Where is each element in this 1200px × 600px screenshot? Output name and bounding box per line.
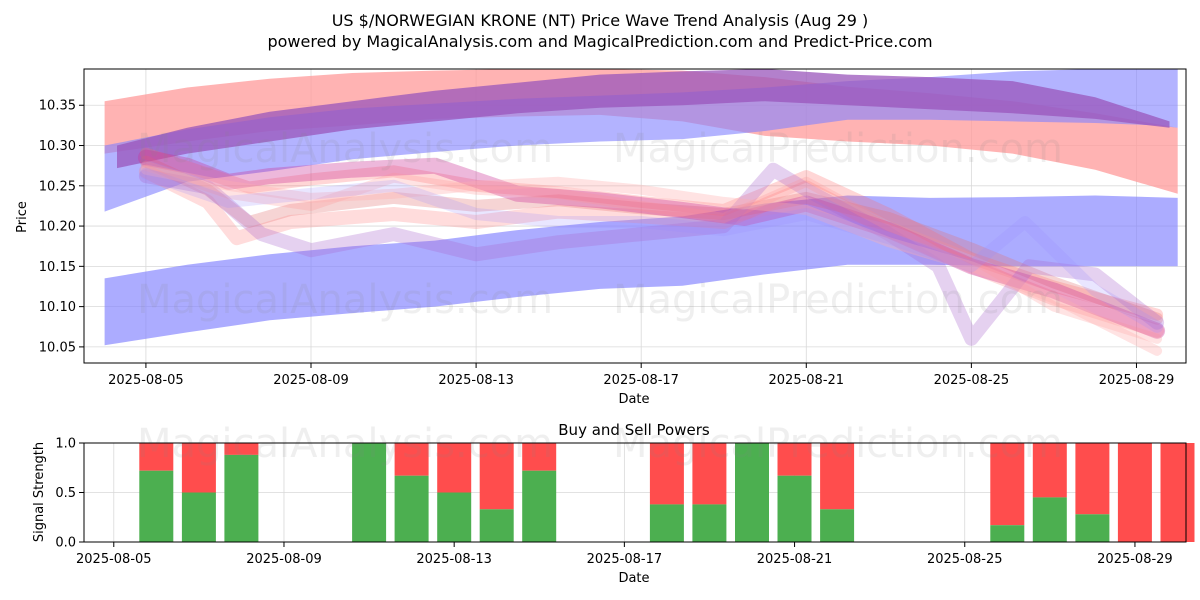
sell-power-bar xyxy=(1117,443,1152,542)
sell-power-bar xyxy=(990,443,1025,526)
buy-power-bar xyxy=(990,525,1025,542)
signal-y-axis-label: Signal Strength xyxy=(32,442,47,542)
chart-subtitle: powered by MagicalAnalysis.com and Magic… xyxy=(267,32,932,51)
sell-power-bar xyxy=(820,443,855,510)
signal-y-tick-label: 1.0 xyxy=(55,437,76,452)
price-x-axis-label: Date xyxy=(618,392,649,407)
watermark-bottom-left: MagicalAnalysis.com xyxy=(137,421,553,467)
buy-power-bar xyxy=(1075,514,1110,542)
buy-power-bar xyxy=(139,470,174,542)
buy-power-bar xyxy=(820,509,855,542)
signal-x-tick-label: 2025-08-25 xyxy=(927,552,1003,567)
signal-x-tick-label: 2025-08-21 xyxy=(757,552,833,567)
sell-power-bar xyxy=(139,443,174,471)
sell-power-bar xyxy=(181,443,216,493)
price-y-axis-label: Price xyxy=(15,201,30,233)
price-y-tick-label: 10.10 xyxy=(39,300,76,315)
watermark-bottom-right: MagicalPrediction.com xyxy=(613,421,1063,467)
signal-y-tick-label: 0.5 xyxy=(55,486,76,501)
buy-power-bar xyxy=(735,443,769,542)
buy-power-bar xyxy=(224,454,259,542)
watermark-mid-left: MagicalAnalysis.com xyxy=(137,277,553,323)
price-plot-frame xyxy=(83,68,1187,364)
purple-upper-wave-band xyxy=(117,69,1170,169)
blue-lower-wave-band xyxy=(104,195,1178,346)
sell-power-bar xyxy=(479,443,514,510)
price-x-tick-label: 2025-08-21 xyxy=(769,373,845,388)
sell-power-bar xyxy=(522,443,557,471)
price-y-tick-label: 10.05 xyxy=(39,340,76,355)
price-x-tick-label: 2025-08-25 xyxy=(934,373,1010,388)
signal-y-tick-label: 0.0 xyxy=(55,536,76,551)
price-waves xyxy=(137,147,1166,356)
price-y-tick-label: 10.30 xyxy=(39,139,76,154)
price-wave-line xyxy=(138,162,1165,346)
price-wave-line xyxy=(139,147,1164,321)
buy-power-bar xyxy=(692,504,727,542)
sell-power-bar xyxy=(777,443,812,476)
sell-power-bar xyxy=(1075,443,1110,515)
buy-power-bar xyxy=(649,504,684,542)
buy-power-bar xyxy=(777,475,812,542)
price-x-tick-label: 2025-08-13 xyxy=(438,373,514,388)
price-wave-line xyxy=(140,160,1163,344)
price-y-axis: 10.05 10.10 10.15 10.20 10.25 10.30 10.35 xyxy=(39,99,84,355)
buy-power-bar xyxy=(437,492,472,542)
buy-power-bar xyxy=(1032,497,1067,542)
sell-power-bar xyxy=(394,443,429,476)
watermark-top-right: MagicalPrediction.com xyxy=(613,126,1063,172)
price-wave-line xyxy=(138,164,1165,338)
signal-x-tick-label: 2025-08-13 xyxy=(416,552,492,567)
price-y-tick-label: 10.15 xyxy=(39,260,76,275)
buy-power-bar xyxy=(522,470,557,542)
price-panel: MagicalAnalysis.com MagicalPrediction.co… xyxy=(15,68,1187,407)
sell-power-bar xyxy=(1032,443,1067,498)
signal-y-axis: 0.0 0.5 1.0 xyxy=(55,437,84,551)
price-y-tick-label: 10.35 xyxy=(39,99,76,114)
signal-x-tick-label: 2025-08-29 xyxy=(1097,552,1173,567)
signal-x-tick-label: 2025-08-17 xyxy=(587,552,663,567)
chart-title: US $/NORWEGIAN KRONE (NT) Price Wave Tre… xyxy=(332,11,869,30)
sell-power-bar xyxy=(224,443,259,455)
signal-x-tick-label: 2025-08-09 xyxy=(246,552,322,567)
buy-power-bar xyxy=(479,509,514,542)
price-wave-line xyxy=(137,149,1166,339)
price-wave-line xyxy=(139,167,1164,333)
signal-x-axis-label: Date xyxy=(618,571,649,586)
signal-x-tick-label: 2025-08-05 xyxy=(76,552,152,567)
sell-power-bar xyxy=(649,443,684,505)
price-wave-line xyxy=(139,155,1164,325)
sell-power-bar xyxy=(692,443,727,505)
price-wave-line xyxy=(140,164,1163,356)
price-y-tick-label: 10.25 xyxy=(39,179,76,194)
price-bands xyxy=(104,69,1178,346)
price-x-tick-label: 2025-08-09 xyxy=(273,373,349,388)
buy-power-bar xyxy=(394,475,429,542)
price-x-tick-label: 2025-08-17 xyxy=(603,373,679,388)
sell-power-bar xyxy=(1160,443,1195,542)
price-y-tick-label: 10.20 xyxy=(39,220,76,235)
sell-power-bar xyxy=(437,443,472,493)
watermark-top-left: MagicalAnalysis.com xyxy=(137,126,553,172)
watermark-mid-right: MagicalPrediction.com xyxy=(613,277,1063,323)
price-x-tick-label: 2025-08-29 xyxy=(1099,373,1175,388)
price-x-tick-label: 2025-08-05 xyxy=(108,373,184,388)
price-x-axis: 2025-08-05 2025-08-09 2025-08-13 2025-08-17… xyxy=(108,363,1174,388)
signal-title: Buy and Sell Powers xyxy=(558,421,710,439)
signal-bars xyxy=(139,443,1195,542)
buy-power-bar xyxy=(181,492,216,542)
signal-panel: Buy and Sell Powers MagicalAnalysis.com … xyxy=(32,421,1195,586)
buy-power-bar xyxy=(352,443,387,542)
signal-x-axis: 2025-08-05 2025-08-09 2025-08-13 2025-08-17… xyxy=(76,542,1173,567)
